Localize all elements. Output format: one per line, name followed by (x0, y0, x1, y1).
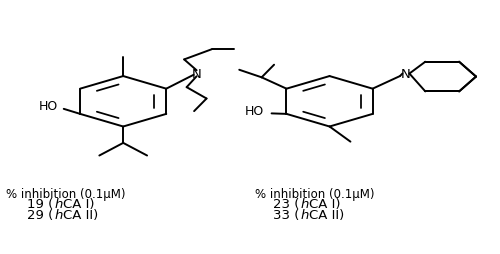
Text: h: h (300, 208, 308, 221)
Text: N: N (192, 68, 202, 81)
Text: N: N (401, 68, 411, 81)
Text: 29 (: 29 ( (28, 208, 54, 221)
Text: CA I): CA I) (62, 198, 94, 211)
Text: HO: HO (244, 104, 264, 117)
Text: % inhibition (0.1μM): % inhibition (0.1μM) (6, 187, 126, 200)
Text: CA II): CA II) (62, 208, 98, 221)
Text: CA I): CA I) (308, 198, 340, 211)
Text: h: h (300, 198, 308, 211)
Text: h: h (54, 198, 62, 211)
Text: % inhibition (0.1μM): % inhibition (0.1μM) (255, 187, 374, 200)
Text: 23 (: 23 ( (274, 198, 299, 211)
Text: h: h (54, 208, 62, 221)
Text: 33 (: 33 ( (274, 208, 299, 221)
Text: 19 (: 19 ( (28, 198, 54, 211)
Text: CA II): CA II) (308, 208, 344, 221)
Text: HO: HO (39, 100, 58, 113)
